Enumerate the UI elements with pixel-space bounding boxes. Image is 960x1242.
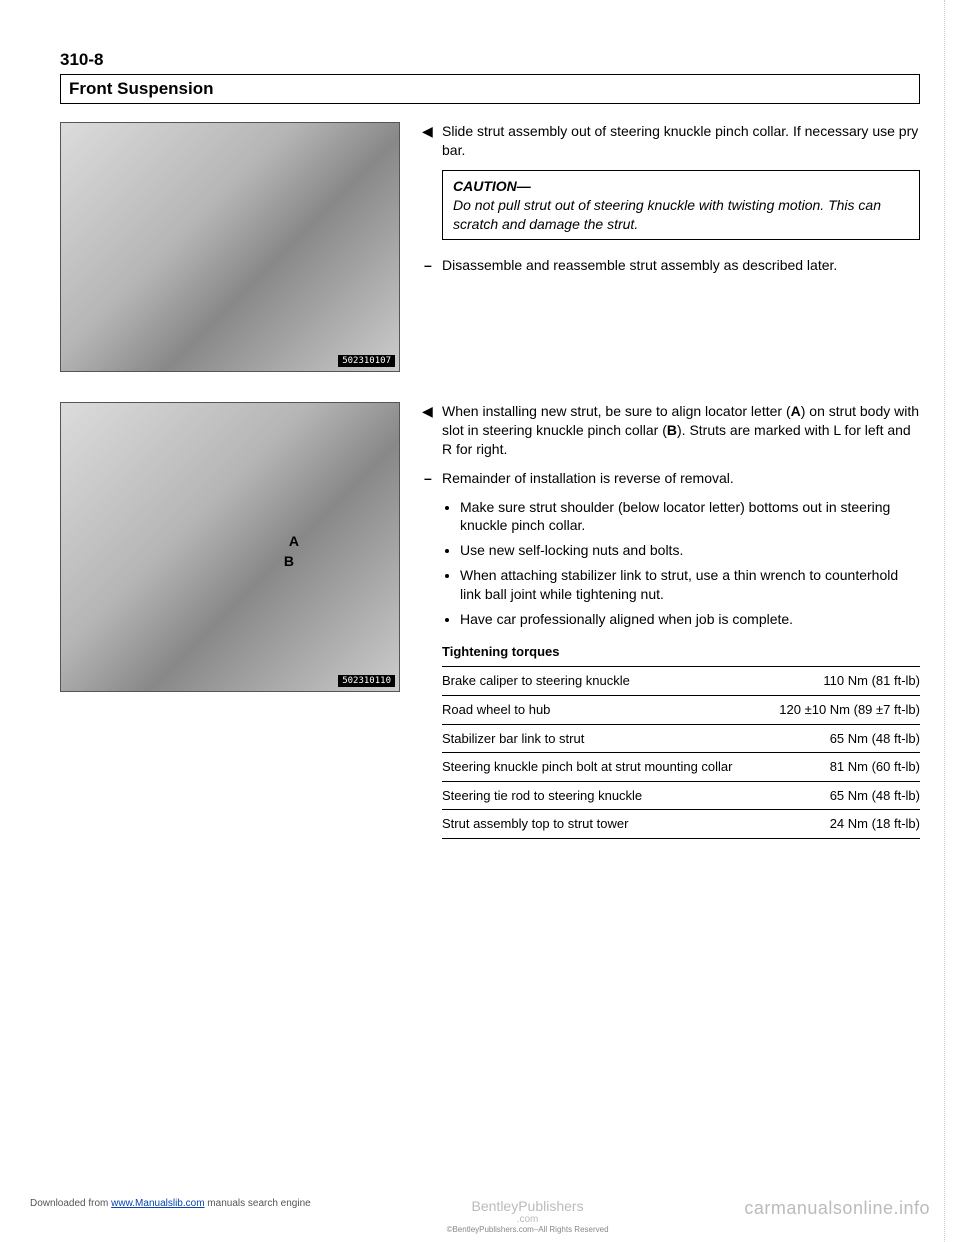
torque-row: Steering knuckle pinch bolt at strut mou… [442,753,920,782]
bullet-item: Make sure strut shoulder (below locator … [460,498,920,536]
bullet-item: Use new self-locking nuts and bolts. [460,541,920,560]
torque-value: 110 Nm (81 ft-lb) [764,667,920,696]
torque-value: 24 Nm (18 ft-lb) [764,810,920,839]
torque-label: Steering tie rod to steering knuckle [442,781,764,810]
figure-1: 502310107 [60,122,400,372]
caution-box: CAUTION— Do not pull strut out of steeri… [442,170,920,241]
step-install-strut: When installing new strut, be sure to al… [422,402,920,459]
footer-manualslib-link[interactable]: www.Manualslib.com [111,1198,204,1209]
footer-watermark: carmanualsonline.info [744,1198,930,1234]
footer-copyright: ©BentleyPublishers.com–All Rights Reserv… [311,1225,745,1234]
bullet-item: When attaching stabilizer link to strut,… [460,566,920,604]
torque-value: 65 Nm (48 ft-lb) [764,781,920,810]
step-install-strut-text: When installing new strut, be sure to al… [442,403,919,457]
footer-publisher-domain: .com [311,1214,745,1225]
torque-table: Brake caliper to steering knuckle 110 Nm… [442,666,920,838]
page-footer: Downloaded from www.Manualslib.com manua… [0,1198,960,1234]
footer-left-pre: Downloaded from [30,1198,111,1209]
bullet-item: Have car professionally aligned when job… [460,610,920,629]
caution-body: Do not pull strut out of steering knuckl… [453,196,909,234]
step-disassemble: Disassemble and reassemble strut assembl… [422,256,920,275]
torque-row: Stabilizer bar link to strut 65 Nm (48 f… [442,724,920,753]
install-bullets: Make sure strut shoulder (below locator … [422,498,920,629]
torque-section: Tightening torques Brake caliper to stee… [422,643,920,839]
figure-label-b: B [284,553,294,569]
torque-value: 120 ±10 Nm (89 ±7 ft-lb) [764,696,920,725]
footer-publisher: BentleyPublishers [311,1198,745,1214]
figure-column: 502310107 [60,122,400,372]
torque-label: Stabilizer bar link to strut [442,724,764,753]
torque-value: 81 Nm (60 ft-lb) [764,753,920,782]
step-slide-strut: Slide strut assembly out of steering knu… [422,122,920,160]
text-column: Slide strut assembly out of steering knu… [422,122,920,372]
step-remainder: Remainder of installation is reverse of … [422,469,920,488]
torque-row: Strut assembly top to strut tower 24 Nm … [442,810,920,839]
page-number: 310-8 [60,50,920,70]
figure-id-tag: 502310107 [338,355,395,367]
footer-center: BentleyPublishers .com ©BentleyPublisher… [311,1198,745,1234]
footer-left-post: manuals search engine [205,1198,311,1209]
page-margin-ticks [944,0,956,1242]
figure-column: A B 502310110 [60,402,400,839]
figure-2: A B 502310110 [60,402,400,692]
footer-left: Downloaded from www.Manualslib.com manua… [30,1198,311,1234]
torque-label: Road wheel to hub [442,696,764,725]
torque-row: Brake caliper to steering knuckle 110 Nm… [442,667,920,696]
section-title: Front Suspension [69,79,214,98]
text-column: When installing new strut, be sure to al… [422,402,920,839]
caution-title: CAUTION— [453,178,531,194]
torque-row: Steering tie rod to steering knuckle 65 … [442,781,920,810]
torque-label: Strut assembly top to strut tower [442,810,764,839]
torque-label: Steering knuckle pinch bolt at strut mou… [442,753,764,782]
torque-title: Tightening torques [442,643,920,661]
torque-row: Road wheel to hub 120 ±10 Nm (89 ±7 ft-l… [442,696,920,725]
content-block-2: A B 502310110 When installing new strut,… [60,402,920,839]
content-block-1: 502310107 Slide strut assembly out of st… [60,122,920,372]
figure-label-a: A [289,533,299,549]
figure-id-tag: 502310110 [338,675,395,687]
torque-value: 65 Nm (48 ft-lb) [764,724,920,753]
torque-label: Brake caliper to steering knuckle [442,667,764,696]
section-title-box: Front Suspension [60,74,920,104]
